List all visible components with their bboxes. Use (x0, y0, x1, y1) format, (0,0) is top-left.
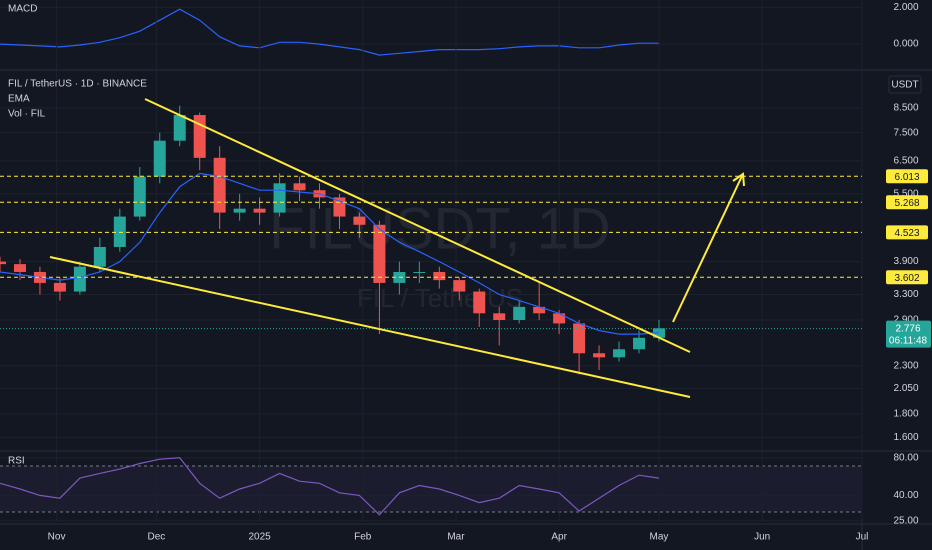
y-tick-label: 80.00 (893, 452, 918, 463)
y-tick-label: 6.500 (893, 155, 918, 166)
y-tick-label: 3.900 (893, 256, 918, 267)
last-price: 2.776 (895, 323, 920, 334)
candle-body (293, 183, 306, 191)
x-tick-label: Jun (754, 532, 770, 543)
candle-body (553, 313, 566, 324)
x-tick-label: Jul (856, 532, 869, 543)
last-price-box (886, 320, 931, 348)
candle-body (513, 306, 526, 321)
pane-title: MACD (8, 4, 37, 15)
y-tick-label: 2.900 (893, 315, 918, 326)
y-tick-label: 2.000 (893, 2, 918, 13)
watermark-subtitle: FIL / TetherUS (357, 283, 523, 313)
level-label: 6.013 (894, 172, 919, 183)
rsi-band (0, 466, 862, 512)
trendline (49, 256, 691, 398)
level-label-box (886, 270, 928, 285)
indicator-label: EMA (8, 94, 30, 105)
y-tick-label: 40.00 (893, 490, 918, 501)
x-tick-label: Feb (354, 532, 372, 543)
y-tick-label: 5.500 (893, 188, 918, 199)
pane-title: RSI (8, 456, 25, 467)
x-tick-label: May (650, 532, 669, 543)
y-tick-label: 3.300 (893, 289, 918, 300)
level-label: 4.523 (894, 228, 919, 239)
level-label: 3.602 (894, 273, 919, 284)
candle-body (133, 176, 146, 217)
candle-body (493, 313, 506, 321)
arrow-head (732, 172, 745, 187)
y-tick-label: 2.050 (893, 383, 918, 394)
y-tick-label: 7.500 (893, 127, 918, 138)
axis-unit: USDT (891, 80, 918, 91)
y-tick-label: 0.000 (893, 39, 918, 50)
x-tick-label: Nov (48, 532, 66, 543)
marks (0, 0, 863, 522)
candle-body (0, 261, 6, 265)
level-label: 5.268 (894, 198, 919, 209)
level-label-box (886, 169, 928, 184)
y-tick-label: 1.800 (893, 409, 918, 420)
unit-box (888, 75, 922, 94)
arrow (672, 175, 743, 323)
candle-body (93, 246, 106, 267)
candle-body (433, 271, 446, 281)
countdown: 06:11:48 (889, 335, 928, 346)
x-tick-label: Dec (148, 532, 166, 543)
candle-body (73, 266, 86, 292)
level-label-box (886, 225, 928, 240)
indicator-label: Vol · FIL (8, 109, 46, 120)
candle-body (13, 264, 26, 272)
trendline (144, 98, 691, 353)
candle-body (273, 183, 286, 213)
line-series (0, 8, 659, 56)
candle-body (213, 157, 226, 213)
y-tick-label: 25.00 (893, 516, 918, 527)
candle-body (633, 337, 646, 350)
y-tick-label: 1.600 (893, 432, 918, 443)
candle-body (233, 208, 246, 213)
candle-body (453, 280, 466, 292)
candle-body (253, 208, 266, 213)
chart-title: FIL / TetherUS · 1D · BINANCE (8, 79, 147, 90)
candle-body (193, 115, 206, 158)
candle-body (573, 323, 586, 354)
candle-body (173, 115, 186, 141)
candle-body (153, 140, 166, 177)
line-series (0, 457, 660, 516)
candle-body (113, 216, 126, 247)
candle-body (353, 216, 366, 225)
x-tick-label: Apr (551, 532, 567, 543)
candle-body (473, 291, 486, 314)
candle-body (533, 306, 546, 314)
candle-body (613, 349, 626, 358)
level-label-box (886, 195, 928, 210)
candle-body (413, 271, 426, 273)
watermark: FILUSDT, 1D (269, 196, 611, 261)
candle-body (53, 282, 66, 292)
y-tick-label: 2.300 (893, 360, 918, 371)
candle-body (593, 353, 606, 358)
y-tick-label: 8.500 (893, 103, 918, 114)
candle-body (373, 224, 386, 283)
x-tick-label: Mar (447, 532, 465, 543)
x-tick-label: 2025 (248, 532, 271, 543)
candle-body (333, 197, 346, 217)
ema-line (0, 172, 660, 335)
